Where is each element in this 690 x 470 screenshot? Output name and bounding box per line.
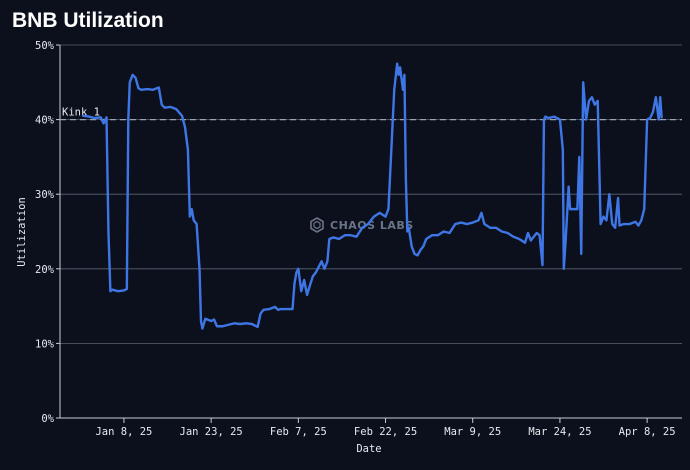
- series-layer: [82, 62, 663, 330]
- reference-lines: Kink 1: [60, 107, 682, 121]
- chart-title: BNB Utilization: [12, 9, 164, 32]
- y-tick-label: 50%: [35, 40, 55, 52]
- x-axis-label: Date: [356, 443, 381, 455]
- series-line: [82, 62, 663, 330]
- x-tick-label: Jan 8, 25: [95, 426, 152, 438]
- x-tick-label: Mar 24, 25: [528, 426, 591, 438]
- y-tick-label: 30%: [35, 189, 55, 201]
- x-tick-label: Feb 7, 25: [270, 426, 327, 438]
- watermark: CHAOS LABS: [310, 217, 414, 233]
- x-tick-label: Feb 22, 25: [354, 426, 417, 438]
- x-tick-label: Apr 8, 25: [619, 426, 676, 438]
- y-tick-label: 0%: [41, 413, 54, 425]
- chaos-labs-logo-icon: [310, 217, 324, 233]
- x-tick-label: Jan 23, 25: [180, 426, 243, 438]
- y-tick-label: 10%: [35, 338, 55, 350]
- y-tick-label: 20%: [35, 264, 55, 276]
- watermark-text: CHAOS LABS: [330, 219, 414, 232]
- y-tick-label: 40%: [35, 115, 55, 127]
- kink-reference-label: Kink 1: [62, 107, 100, 119]
- y-axis-label: Utilization: [16, 197, 28, 267]
- x-tick-label: Mar 9, 25: [444, 426, 501, 438]
- axes: 0% 10% 20% 30% 40% 50% Jan 8, 25 Jan 23, 25 Feb …: [35, 40, 682, 438]
